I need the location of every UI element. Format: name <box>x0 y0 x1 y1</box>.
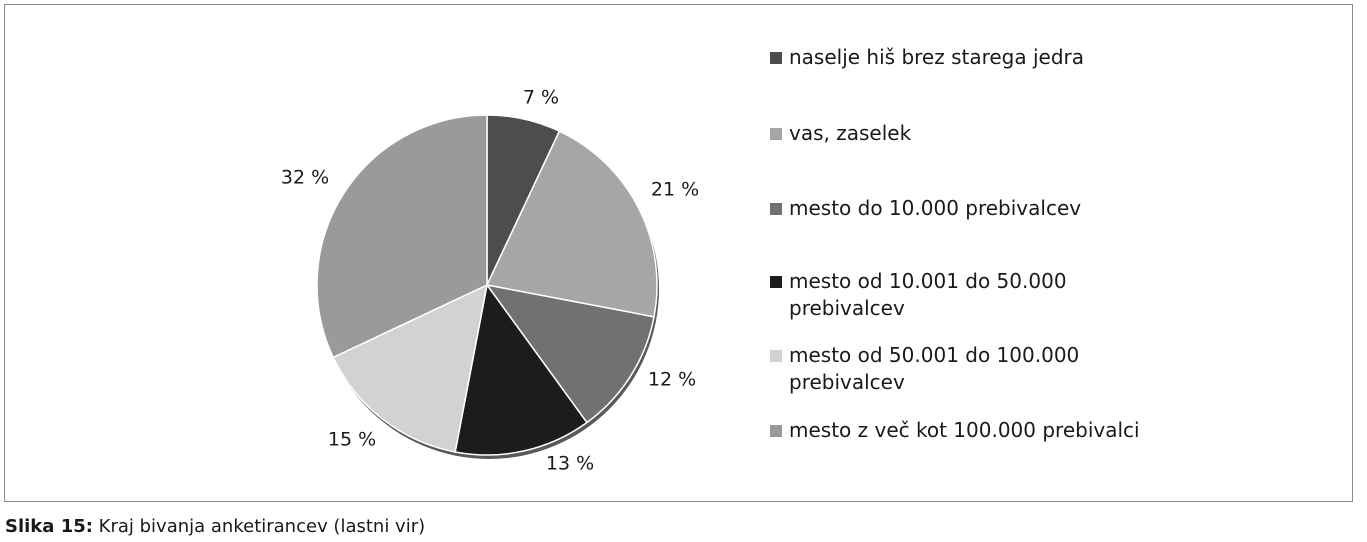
pie-value-labels: 7 % 21 % 12 % 13 % 15 % 32 % <box>281 87 699 475</box>
legend-label: mesto do 10.000 prebivalcev <box>789 196 1082 220</box>
legend-item: mesto z več kot 100.000 prebivalci <box>770 417 1209 444</box>
legend-item: naselje hiš brez starega jedra <box>770 44 1209 71</box>
legend-item: mesto od 50.001 do 100.000 prebivalcev <box>770 342 1089 396</box>
pie-slice <box>316 114 488 359</box>
legend-swatch <box>770 203 782 215</box>
legend-label: naselje hiš brez starega jedra <box>789 45 1085 69</box>
pie-slice <box>454 283 588 456</box>
pie-slices <box>316 114 658 456</box>
pie-value-label: 12 % <box>648 369 696 391</box>
legend-swatch <box>770 128 782 140</box>
legend-swatch <box>770 276 782 288</box>
legend-swatch <box>770 350 782 362</box>
caption-label: Slika 15: <box>5 516 93 537</box>
legend-label: mesto z več kot 100.000 prebivalci <box>789 418 1140 442</box>
legend-swatch <box>770 425 782 437</box>
legend-swatch <box>770 52 782 64</box>
legend-label: vas, zaselek <box>789 121 912 145</box>
pie-value-label: 13 % <box>546 453 594 475</box>
pie-slice <box>485 130 658 318</box>
figure-caption: Slika 15: Kraj bivanja anketirancev (las… <box>5 516 425 537</box>
legend-label: mesto od 10.001 do 50.000 prebivalcev <box>789 269 1067 320</box>
legend-item: mesto do 10.000 prebivalcev <box>770 195 1209 222</box>
pie-value-label: 21 % <box>651 179 699 201</box>
pie-slice <box>332 283 489 453</box>
legend-item: mesto od 10.001 do 50.000 prebivalcev <box>770 268 1089 322</box>
legend-item: vas, zaselek <box>770 120 1209 147</box>
legend-label: mesto od 50.001 do 100.000 prebivalcev <box>789 343 1080 394</box>
pie-value-label: 7 % <box>523 87 559 109</box>
pie-value-label: 15 % <box>328 429 376 451</box>
pie-value-label: 32 % <box>281 167 329 189</box>
pie-slice <box>485 283 655 424</box>
chart-frame <box>4 4 1353 502</box>
caption-text: Kraj bivanja anketirancev (lastni vir) <box>98 516 426 537</box>
